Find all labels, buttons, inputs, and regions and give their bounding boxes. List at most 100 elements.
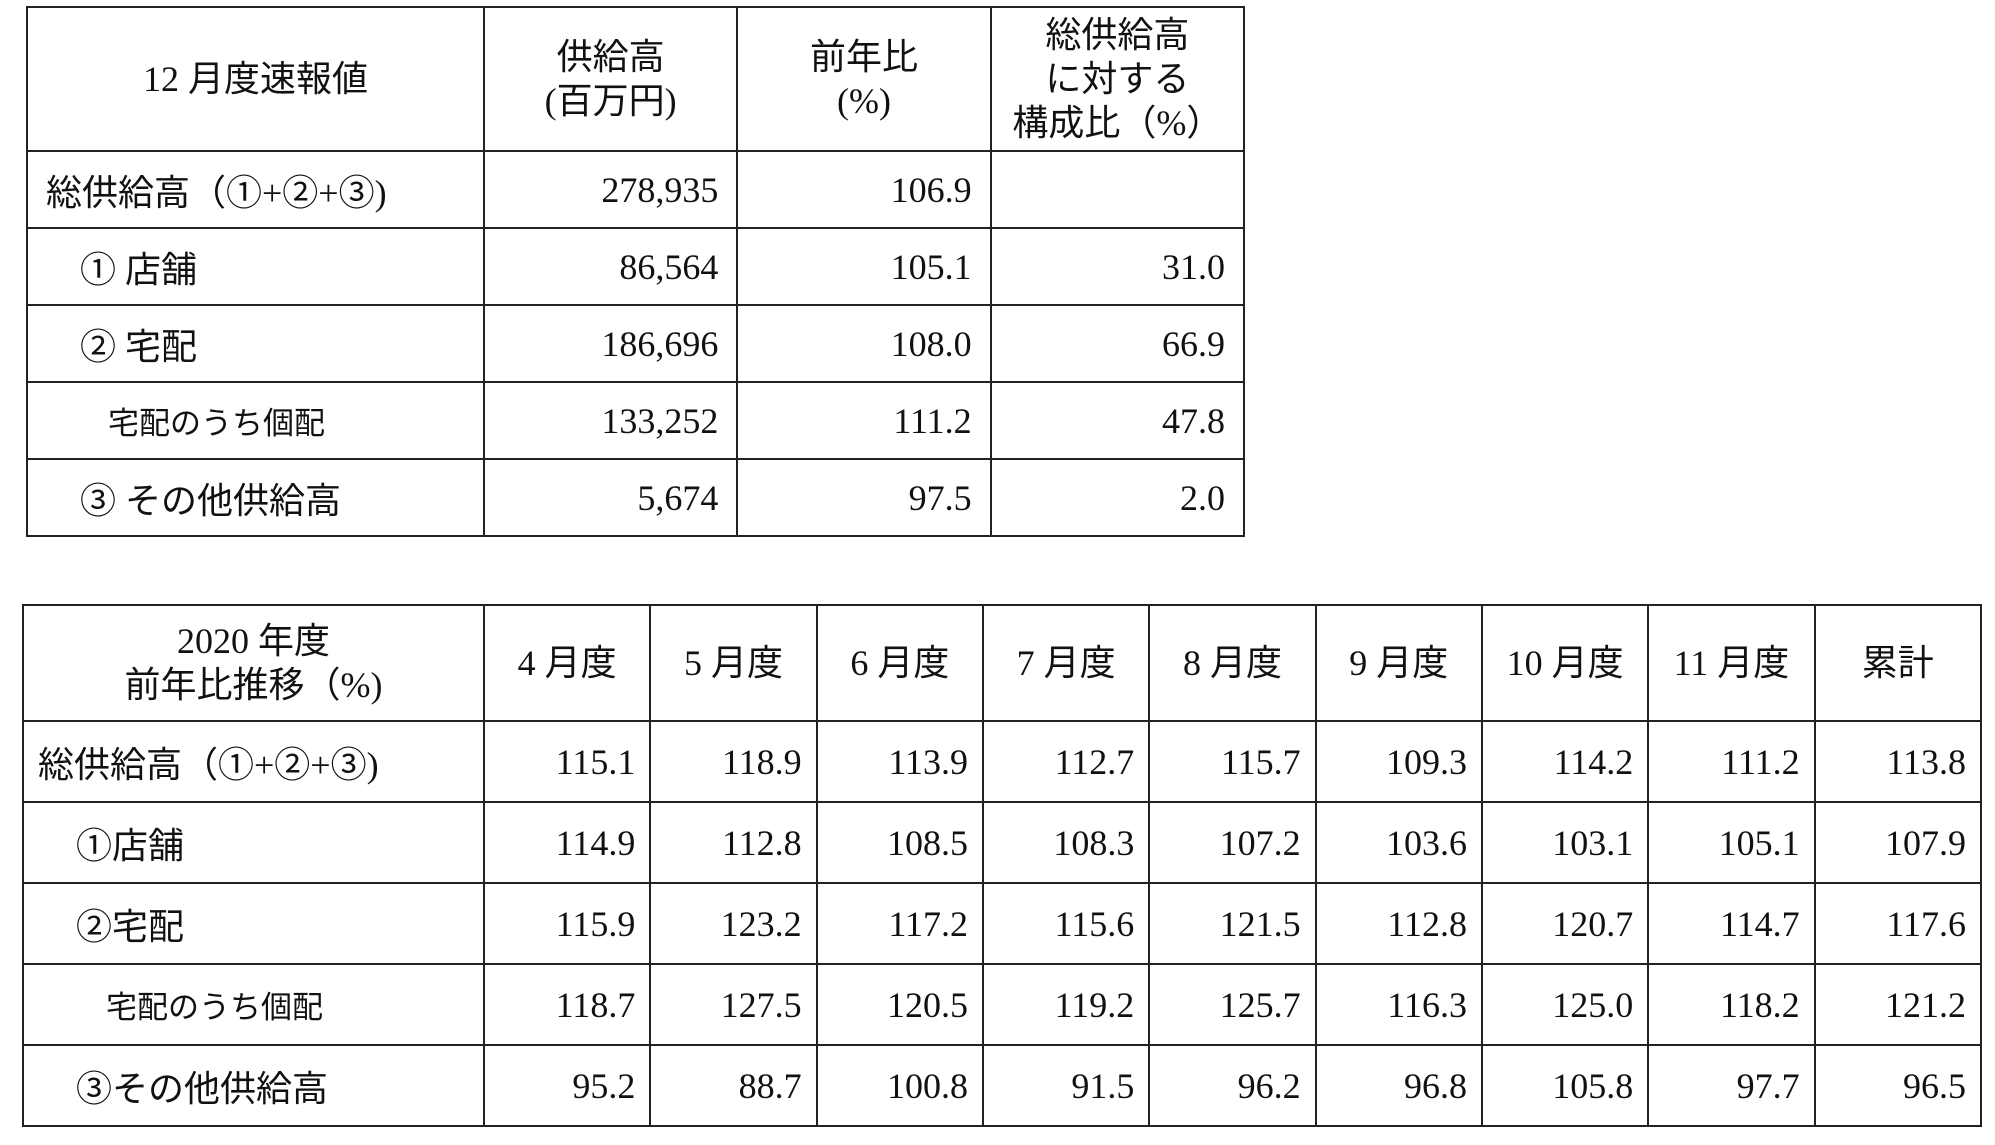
row-label: 宅配のうち個配	[22, 963, 485, 1046]
cell: 115.9	[482, 882, 652, 965]
header-text: 供給高	[556, 37, 665, 77]
cell: 86,564	[482, 227, 739, 306]
cell: 120.5	[815, 963, 984, 1046]
row-label: ③その他供給高	[22, 1044, 485, 1127]
cell: 105.1	[736, 227, 992, 306]
header-text: 12 月度速報値	[142, 59, 368, 99]
cell: 115.6	[981, 882, 1151, 965]
cell: 112.8	[649, 801, 818, 884]
cell: 121.5	[1148, 882, 1317, 965]
header-cell: 前年比 (%)	[736, 6, 992, 152]
cell: 106.9	[736, 150, 992, 229]
data-row: ②宅配 115.9 123.2 117.2 115.6 121.5 112.8 120.7 11…	[22, 882, 1983, 965]
cell: 105.1	[1647, 801, 1816, 884]
header-text: 前年比推移（%)	[124, 665, 383, 705]
header-text: 5 月度	[683, 643, 783, 683]
cell: 107.9	[1813, 801, 1983, 884]
cell: 66.9	[989, 304, 1246, 383]
header-cell: 供給高 (百万円)	[482, 6, 739, 152]
monthly-table: 12 月度速報値 供給高 (百万円) 前年比 (%) 総供給高 に対する 構成比（%） 総供給高…	[26, 6, 1246, 537]
cell: 118.7	[482, 963, 652, 1046]
data-row: 宅配のうち個配 118.7 127.5 120.5 119.2 125.7 116.3 125…	[22, 963, 1983, 1046]
header-cell: 8 月度	[1148, 604, 1317, 722]
cell: 97.5	[736, 458, 992, 537]
header-text: 10 月度	[1506, 643, 1624, 683]
cell: 109.3	[1314, 720, 1483, 803]
header-text: 7 月度	[1016, 643, 1116, 683]
data-row: ③ その他供給高 5,674 97.5 2.0	[26, 458, 1246, 537]
cell: 31.0	[989, 227, 1246, 306]
header-text: 8 月度	[1182, 643, 1282, 683]
cell: 105.8	[1480, 1044, 1650, 1127]
cell: 107.2	[1148, 801, 1317, 884]
data-row: 総供給高（①+②+③) 278,935 106.9	[26, 150, 1246, 229]
cell: 116.3	[1314, 963, 1483, 1046]
cell: 111.2	[1647, 720, 1816, 803]
trend-table: 2020 年度 前年比推移（%) 4 月度 5 月度 6 月度 7 月度 8 月度 9 月度 1…	[22, 604, 1983, 1127]
cell: 96.5	[1813, 1044, 1983, 1127]
cell: 125.7	[1148, 963, 1317, 1046]
header-cell: 2020 年度 前年比推移（%)	[22, 604, 485, 722]
header-cell: 5 月度	[649, 604, 818, 722]
cell: 96.8	[1314, 1044, 1483, 1127]
cell: 88.7	[649, 1044, 818, 1127]
cell: 114.7	[1647, 882, 1816, 965]
header-cell: 6 月度	[815, 604, 984, 722]
cell: 2.0	[989, 458, 1246, 537]
row-label: ②宅配	[22, 882, 485, 965]
cell	[989, 150, 1246, 229]
cell: 112.8	[1314, 882, 1483, 965]
cell: 108.0	[736, 304, 992, 383]
row-label: ② 宅配	[26, 304, 485, 383]
cell: 115.7	[1148, 720, 1317, 803]
cell: 47.8	[989, 381, 1246, 460]
header-text: 6 月度	[850, 643, 950, 683]
header-text: 4 月度	[517, 643, 617, 683]
cell: 118.2	[1647, 963, 1816, 1046]
header-cell: 9 月度	[1314, 604, 1483, 722]
data-row: ③その他供給高 95.2 88.7 100.8 91.5 96.2 96.8 105.8 97.…	[22, 1044, 1983, 1127]
header-text: 構成比（%）	[1012, 103, 1223, 143]
row-label: ① 店舗	[26, 227, 485, 306]
data-row: ①店舗 114.9 112.8 108.5 108.3 107.2 103.6 103.1 10…	[22, 801, 1983, 884]
cell: 278,935	[482, 150, 739, 229]
data-row: 宅配のうち個配 133,252 111.2 47.8	[26, 381, 1246, 460]
header-text: 前年比	[809, 37, 918, 77]
cell: 91.5	[981, 1044, 1151, 1127]
row-label: 総供給高（①+②+③)	[22, 720, 485, 803]
cell: 95.2	[482, 1044, 652, 1127]
cell: 133,252	[482, 381, 739, 460]
cell: 114.2	[1480, 720, 1650, 803]
cell: 108.3	[981, 801, 1151, 884]
header-cell: 10 月度	[1480, 604, 1650, 722]
cell: 125.0	[1480, 963, 1650, 1046]
header-cell: 累計	[1813, 604, 1983, 722]
data-row: 総供給高（①+②+③) 115.1 118.9 113.9 112.7 115.7 109.…	[22, 720, 1983, 803]
cell: 96.2	[1148, 1044, 1317, 1127]
header-text: 2020 年度	[176, 621, 330, 661]
header-cell: 4 月度	[482, 604, 652, 722]
cell: 112.7	[981, 720, 1151, 803]
header-row: 12 月度速報値 供給高 (百万円) 前年比 (%) 総供給高 に対する 構成比（%）	[26, 6, 1246, 152]
row-label: ①店舗	[22, 801, 485, 884]
header-cell: 7 月度	[981, 604, 1151, 722]
header-text: (%)	[837, 81, 891, 121]
header-text: 11 月度	[1673, 643, 1790, 683]
cell: 113.9	[815, 720, 984, 803]
cell: 115.1	[482, 720, 652, 803]
cell: 118.9	[649, 720, 818, 803]
cell: 108.5	[815, 801, 984, 884]
row-label: 宅配のうち個配	[26, 381, 485, 460]
cell: 117.2	[815, 882, 984, 965]
header-text: に対する	[1045, 59, 1190, 99]
header-text: 総供給高	[1045, 15, 1190, 55]
header-cell: 12 月度速報値	[26, 6, 485, 152]
cell: 100.8	[815, 1044, 984, 1127]
cell: 103.1	[1480, 801, 1650, 884]
cell: 121.2	[1813, 963, 1983, 1046]
cell: 111.2	[736, 381, 992, 460]
cell: 97.7	[1647, 1044, 1816, 1127]
cell: 123.2	[649, 882, 818, 965]
cell: 120.7	[1480, 882, 1650, 965]
